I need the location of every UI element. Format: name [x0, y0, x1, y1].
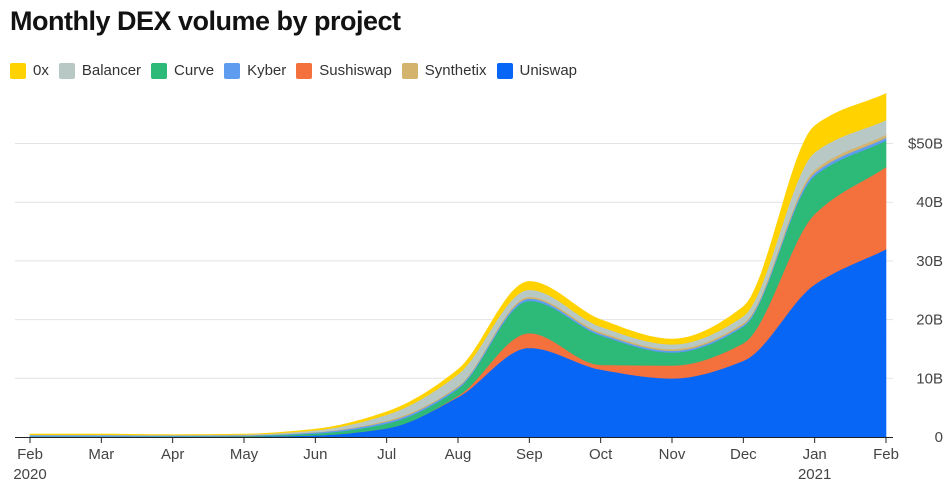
x-tick-label: Aug	[445, 446, 472, 463]
legend-swatch	[296, 62, 313, 79]
legend-swatch	[496, 62, 513, 79]
legend-label: Sushiswap	[319, 62, 392, 79]
legend-label: Uniswap	[519, 62, 578, 79]
x-tick-sublabel: 2020	[13, 466, 46, 483]
legend-item-sushiswap: Sushiswap	[296, 62, 392, 79]
legend-item-kyber: Kyber	[224, 62, 286, 79]
area-series-0x	[29, 93, 887, 436]
legend-item-uniswap: Uniswap	[496, 62, 578, 79]
legend-label: Kyber	[247, 62, 287, 79]
y-tick-label: $50B	[908, 136, 943, 153]
legend-item-0x: 0x	[10, 62, 49, 79]
y-tick-label: 0	[935, 429, 943, 446]
legend-label: 0x	[33, 62, 49, 79]
legend-label: Balancer	[81, 62, 142, 79]
y-tick-label: 40B	[916, 194, 943, 211]
legend-swatch	[401, 62, 418, 79]
x-tick-label: Feb	[873, 446, 899, 463]
x-tick-label: Nov	[659, 446, 686, 463]
x-tick-sublabel: 2021	[798, 466, 831, 483]
legend-label: Synthetix	[424, 62, 487, 79]
legend-swatch	[10, 62, 26, 79]
legend-label: Curve	[174, 62, 215, 79]
stacked-areas	[29, 93, 887, 438]
legend-item-curve: Curve	[151, 62, 214, 79]
x-tick-label: Sep	[516, 446, 543, 463]
legend: 0x Balancer Curve Kyber Sushiswap Synthetix Un…	[10, 62, 587, 79]
x-tick-label: Jul	[377, 446, 396, 463]
legend-swatch	[58, 62, 75, 79]
y-tick-label: 20B	[916, 312, 943, 329]
x-tick-label: Jun	[303, 446, 327, 463]
legend-item-balancer: Balancer	[58, 62, 142, 79]
x-tick-label: May	[230, 446, 259, 463]
x-tick-label: Apr	[161, 446, 184, 463]
legend-item-synthetix: Synthetix	[401, 62, 487, 79]
y-tick-label: 10B	[916, 370, 943, 387]
x-tick-label: Dec	[730, 446, 757, 463]
y-tick-label: 30B	[916, 253, 943, 270]
x-tick-label: Jan	[803, 446, 827, 463]
x-tick-label: Oct	[589, 446, 613, 463]
legend-swatch	[151, 62, 168, 79]
x-tick-label: Feb	[17, 446, 43, 463]
legend-swatch	[224, 62, 241, 79]
chart-title: Monthly DEX volume by project	[10, 6, 401, 36]
x-tick-label: Mar	[88, 446, 114, 463]
